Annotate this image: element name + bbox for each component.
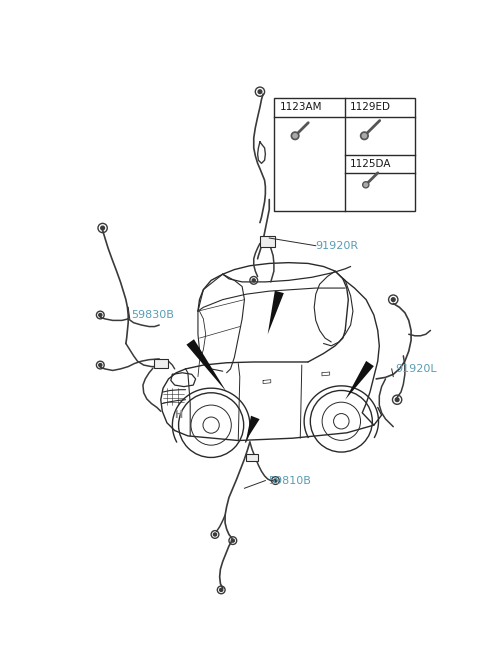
Circle shape: [293, 134, 297, 138]
Circle shape: [362, 134, 367, 138]
Text: 1123AM: 1123AM: [279, 102, 322, 112]
Circle shape: [291, 132, 299, 140]
Circle shape: [252, 279, 255, 282]
Polygon shape: [268, 291, 284, 334]
Text: H: H: [174, 410, 182, 420]
Circle shape: [101, 226, 105, 230]
Circle shape: [363, 182, 369, 188]
Polygon shape: [186, 339, 227, 392]
Circle shape: [395, 398, 399, 401]
Circle shape: [258, 90, 262, 94]
Circle shape: [360, 132, 368, 140]
Circle shape: [99, 313, 102, 317]
Bar: [260, 236, 276, 247]
Circle shape: [220, 589, 223, 591]
Circle shape: [391, 298, 395, 301]
Circle shape: [274, 479, 277, 482]
Text: 1129ED: 1129ED: [350, 102, 391, 112]
Circle shape: [99, 363, 102, 367]
Circle shape: [214, 533, 216, 536]
Polygon shape: [345, 361, 374, 399]
Polygon shape: [246, 415, 260, 440]
Text: 59830B: 59830B: [132, 310, 174, 320]
Bar: [274, 98, 415, 211]
Circle shape: [231, 539, 234, 542]
Bar: [154, 359, 168, 368]
Bar: [246, 454, 258, 462]
Circle shape: [364, 183, 368, 186]
Text: 1125DA: 1125DA: [350, 159, 392, 169]
Text: 59810B: 59810B: [268, 476, 311, 486]
Text: 91920L: 91920L: [395, 364, 436, 374]
Text: 91920R: 91920R: [316, 240, 359, 250]
